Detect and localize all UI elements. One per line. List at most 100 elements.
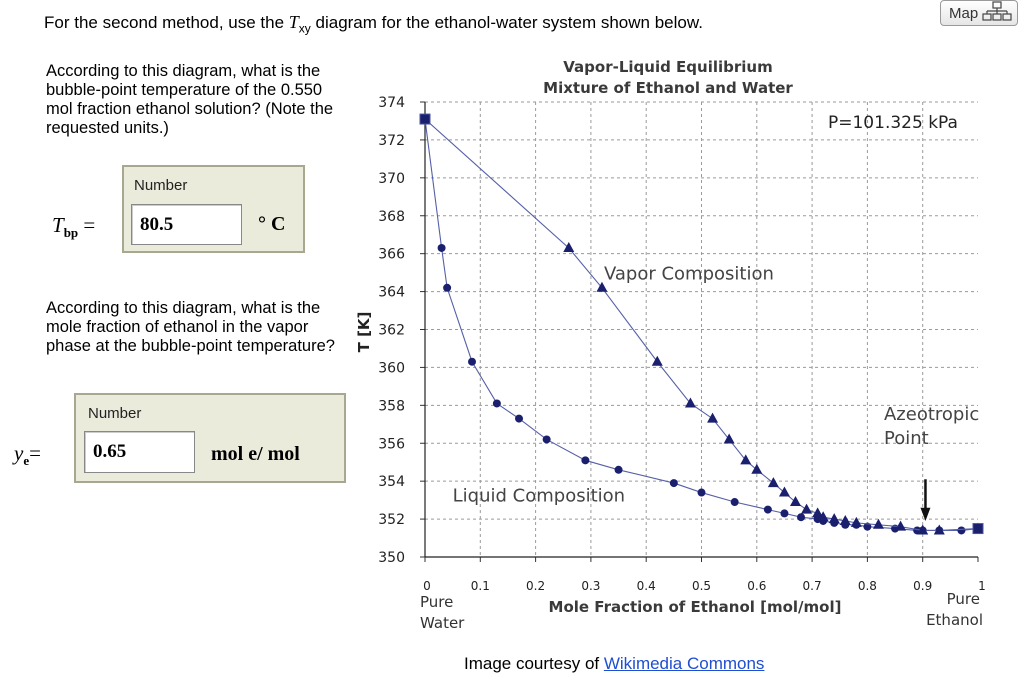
y-tick-label: 356 xyxy=(378,436,405,452)
vapor-data-point xyxy=(817,511,829,522)
y-tick-label: 352 xyxy=(378,512,405,528)
map-button[interactable]: Map xyxy=(940,0,1018,26)
vapor-data-point xyxy=(801,503,813,514)
x-tick-label: 0.9 xyxy=(913,579,932,593)
vapor-data-point xyxy=(917,524,929,535)
liquid-data-point xyxy=(763,505,772,514)
azeotropic-point-label: Azeotropic xyxy=(884,404,979,425)
ye-variable-label: ye= xyxy=(14,441,41,469)
chart-title: Vapor-Liquid Equilibrium xyxy=(563,58,772,76)
liquid-data-point xyxy=(730,498,739,507)
liquid-data-point xyxy=(669,479,678,488)
vapor-data-point xyxy=(707,412,719,423)
vapor-data-point xyxy=(563,241,575,252)
vapor-data-point xyxy=(751,463,763,474)
pure-component-point xyxy=(972,523,984,535)
vapor-data-point xyxy=(778,486,790,497)
answer-box-2: Number 0.65 mol e/ mol xyxy=(74,393,346,483)
x-axis-label: Mole Fraction of Ethanol [mol/mol] xyxy=(549,598,842,616)
vapor-data-point xyxy=(684,397,696,408)
vle-chart: 350 352 354 356 358 360 362 364 366 368 370 372 374 0… xyxy=(355,58,986,632)
pure-ethanol-label: Ethanol xyxy=(926,611,983,629)
x-tick-label: 0.6 xyxy=(747,579,766,593)
answer-box-1: Number 80.5 ° C xyxy=(122,165,305,253)
number-label: Number xyxy=(134,177,188,194)
vapor-data-point xyxy=(596,281,608,292)
chart-subtitle: Mixture of Ethanol and Water xyxy=(543,79,793,97)
map-button-label: Map xyxy=(949,4,979,22)
liquid-composition-label: Liquid Composition xyxy=(453,485,625,506)
liquid-data-point xyxy=(515,414,524,423)
y-tick-label: 362 xyxy=(378,323,405,339)
x-tick-label: 0.5 xyxy=(692,579,711,593)
instruction-suffix: diagram for the ethanol-water system sho… xyxy=(310,13,703,32)
vapor-data-point xyxy=(933,524,945,535)
liquid-data-point xyxy=(443,283,452,292)
y-tick-label: 374 xyxy=(378,95,405,111)
wikimedia-commons-link[interactable]: Wikimedia Commons xyxy=(603,654,765,673)
x-tick-label: 0.4 xyxy=(637,579,656,593)
y-tick-label: 360 xyxy=(378,360,405,376)
vapor-data-point xyxy=(839,514,851,525)
y-tick-label: 370 xyxy=(378,171,405,187)
vapor-data-point xyxy=(812,507,824,518)
x-tick-label: 0.1 xyxy=(471,579,490,593)
ye-unit: mol e/ mol xyxy=(211,443,300,465)
image-credit: Image courtesy of Wikimedia Commons xyxy=(464,654,764,674)
pure-ethanol-label: Pure xyxy=(947,590,980,608)
liquid-data-point xyxy=(542,435,551,444)
liquid-data-point xyxy=(780,509,789,518)
liquid-data-point xyxy=(863,522,872,531)
liquid-data-point xyxy=(492,399,501,408)
liquid-data-point xyxy=(468,357,477,366)
credit-prefix: Image courtesy of xyxy=(464,654,604,673)
x-tick-label: 0.7 xyxy=(803,579,822,593)
y-tick-label: 364 xyxy=(378,285,405,301)
pure-component-point xyxy=(419,113,431,125)
liquid-data-point xyxy=(581,456,590,465)
liquid-data-point xyxy=(957,526,966,535)
liquid-data-point xyxy=(437,243,446,252)
x-tick-label: 1 xyxy=(978,579,986,593)
x-tick-label: 0 xyxy=(423,579,431,593)
azeotrope-arrow-head xyxy=(920,507,931,521)
x-tick-label: 0.8 xyxy=(858,579,877,593)
liquid-data-point xyxy=(697,488,706,497)
sitemap-icon xyxy=(982,1,1012,25)
instruction-prefix: For the second method, use the xyxy=(44,13,289,32)
vapor-data-point xyxy=(895,520,907,531)
liquid-data-point xyxy=(614,465,623,474)
tbp-var: T xyxy=(52,213,64,237)
vapor-data-point xyxy=(872,518,884,529)
question-1-text: According to this diagram, what is the b… xyxy=(46,62,334,137)
pure-water-label: Pure xyxy=(420,593,453,611)
ye-equals: = xyxy=(29,441,41,465)
vapor-data-point xyxy=(828,513,840,524)
tbp-unit: ° C xyxy=(258,213,286,235)
instruction-var: T xyxy=(288,12,299,32)
liquid-data-point xyxy=(797,513,806,522)
instruction-sub: xy xyxy=(298,21,311,36)
azeotropic-point-label: Point xyxy=(884,428,929,449)
pure-water-label: Water xyxy=(420,614,465,632)
tbp-var-sub: bp xyxy=(63,225,79,241)
y-axis-label: T [K] xyxy=(355,312,373,353)
y-tick-label: 354 xyxy=(378,474,405,490)
vapor-data-point xyxy=(740,454,752,465)
vapor-data-point xyxy=(723,433,735,444)
vapor-data-point xyxy=(850,516,862,527)
ye-input[interactable]: 0.65 xyxy=(84,431,195,473)
question-2-text: According to this diagram, what is the m… xyxy=(46,299,335,355)
vapor-data-point xyxy=(790,496,802,507)
y-tick-label: 366 xyxy=(378,247,405,263)
vapor-data-point xyxy=(767,477,779,488)
y-tick-label: 350 xyxy=(378,550,405,566)
y-tick-label: 358 xyxy=(378,398,405,414)
ye-var-sub: e xyxy=(23,453,30,469)
number-label: Number xyxy=(88,405,142,422)
tbp-equals: = xyxy=(83,213,96,237)
y-tick-label: 372 xyxy=(378,133,405,149)
pressure-label: P=101.325 kPa xyxy=(828,113,958,133)
tbp-input[interactable]: 80.5 xyxy=(131,204,242,245)
x-tick-label: 0.2 xyxy=(526,579,545,593)
